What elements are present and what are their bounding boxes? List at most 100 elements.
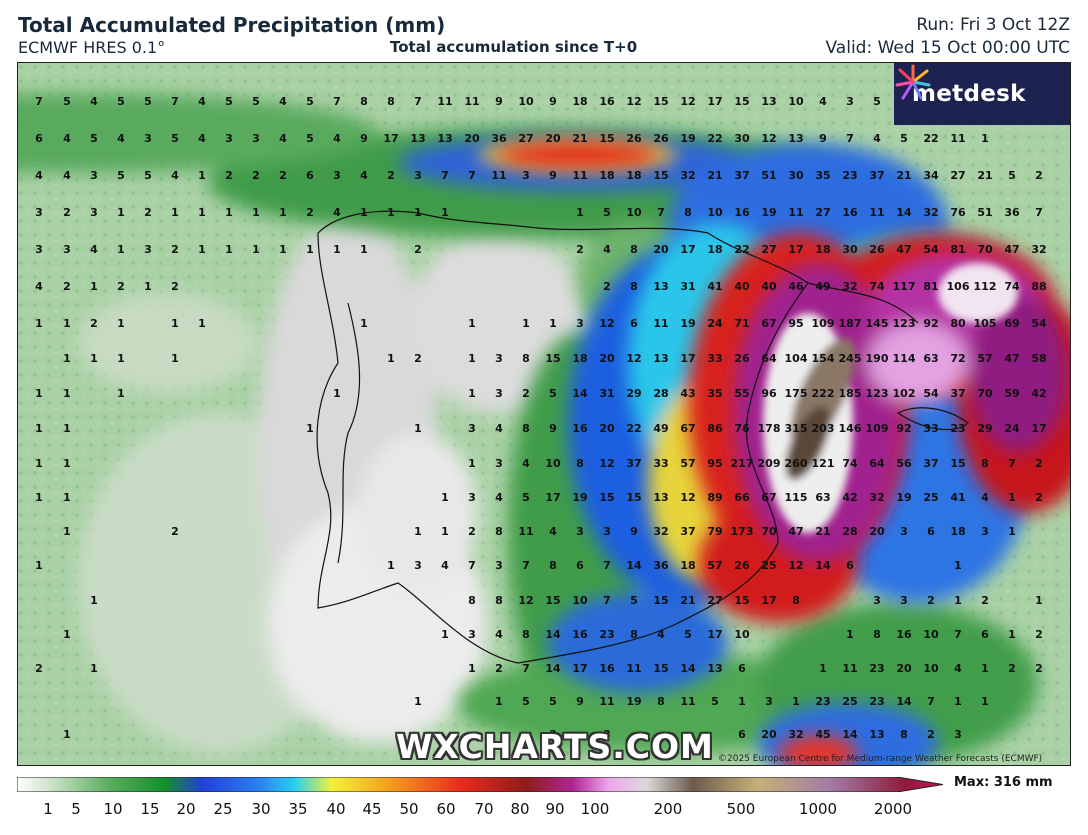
map-value-label: 1 [387, 206, 395, 219]
map-value-label: 7 [35, 95, 43, 108]
map-value-label: 4 [522, 457, 530, 470]
map-value-label: 2 [63, 206, 71, 219]
colorbar-tick-label: 45 [362, 800, 382, 818]
map-value-label: 10 [626, 206, 642, 219]
map-value-label: 18 [572, 95, 587, 108]
map-value-label: 2 [387, 169, 395, 182]
map-value-label: 30 [842, 243, 858, 256]
map-value-label: 25 [761, 559, 776, 572]
map-value-label: 9 [549, 95, 557, 108]
map-value-label: 17 [680, 243, 695, 256]
map-value-label: 13 [653, 280, 668, 293]
map-value-label: 114 [893, 352, 916, 365]
map-value-label: 92 [923, 317, 938, 330]
map-value-label: 1 [63, 422, 71, 435]
map-value-label: 14 [896, 206, 912, 219]
map-value-label: 1 [414, 695, 422, 708]
map-value-label: 5 [873, 95, 881, 108]
map-value-label: 47 [788, 525, 803, 538]
map-value-label: 17 [707, 95, 722, 108]
map-value-label: 3 [333, 169, 341, 182]
map-value-label: 4 [495, 491, 503, 504]
map-value-label: 2 [117, 280, 125, 293]
colorbar-tick-label: 30 [251, 800, 271, 818]
map-value-label: 1 [117, 387, 125, 400]
map-value-label: 32 [842, 280, 857, 293]
map-value-label: 18 [815, 243, 830, 256]
map-value-label: 1 [252, 243, 260, 256]
map-value-label: 1 [819, 662, 827, 675]
map-value-label: 1 [414, 422, 422, 435]
map-value-label: 15 [653, 662, 668, 675]
map-value-label: 3 [144, 243, 152, 256]
map-value-label: 36 [653, 559, 669, 572]
map-value-label: 11 [599, 695, 614, 708]
colorbar-tick-label: 50 [399, 800, 419, 818]
map-value-label: 57 [977, 352, 992, 365]
map-value-label: 1 [63, 457, 71, 470]
map-value-label: 3 [846, 95, 854, 108]
map-value-label: 1 [792, 695, 800, 708]
map-value-label: 222 [812, 387, 835, 400]
metdesk-logo: metdesk [894, 63, 1070, 125]
map-value-label: 1 [414, 525, 422, 538]
map-value-label: 217 [731, 457, 754, 470]
map-value-label: 6 [846, 559, 854, 572]
map-value-label: 20 [464, 132, 480, 145]
map-value-label: 4 [63, 132, 71, 145]
map-value-label: 8 [522, 628, 530, 641]
map-value-label: 28 [653, 387, 668, 400]
map-value-label: 23 [842, 169, 857, 182]
map-value-label: 67 [680, 422, 695, 435]
map-value-label: 7 [927, 695, 935, 708]
colorbar-tick-label: 500 [726, 800, 756, 818]
map-value-label: 1 [171, 352, 179, 365]
map-value-label: 1 [1035, 594, 1043, 607]
map-value-label: 1 [35, 387, 43, 400]
map-value-label: 1 [117, 352, 125, 365]
map-value-label: 1 [225, 243, 233, 256]
map-value-label: 27 [950, 169, 965, 182]
map-value-label: 5 [684, 628, 692, 641]
map-value-label: 106 [947, 280, 970, 293]
map-value-label: 105 [974, 317, 997, 330]
map-value-label: 5 [630, 594, 638, 607]
map-value-label: 1 [90, 594, 98, 607]
map-value-label: 1 [981, 662, 989, 675]
map-value-label: 89 [707, 491, 722, 504]
map-value-label: 15 [653, 169, 668, 182]
map-value-label: 4 [954, 662, 962, 675]
map-value-label: 33 [653, 457, 668, 470]
map-value-label: 12 [599, 317, 614, 330]
map-value-label: 32 [869, 491, 884, 504]
map-value-label: 4 [279, 95, 287, 108]
map-value-label: 8 [630, 280, 638, 293]
map-value-label: 72 [950, 352, 965, 365]
map-value-label: 1 [954, 559, 962, 572]
map-value-label: 4 [333, 206, 341, 219]
map-value-label: 2 [927, 728, 935, 741]
map-value-label: 1 [441, 525, 449, 538]
map-value-label: 2 [1008, 662, 1016, 675]
map-value-label: 4 [981, 491, 989, 504]
map-value-label: 1 [846, 628, 854, 641]
map-value-label: 10 [734, 628, 750, 641]
map-value-label: 18 [626, 169, 641, 182]
map-canvas [18, 63, 1070, 765]
map-value-label: 42 [1031, 387, 1046, 400]
map-value-label: 11 [950, 132, 965, 145]
map-value-label: 20 [653, 243, 669, 256]
map-value-label: 1 [360, 317, 368, 330]
map-value-label: 51 [977, 206, 992, 219]
map-value-label: 1 [171, 206, 179, 219]
map-value-label: 28 [842, 525, 857, 538]
map-value-label: 5 [549, 695, 557, 708]
map-value-label: 4 [549, 525, 557, 538]
map-value-label: 2 [981, 594, 989, 607]
map-value-label: 4 [90, 95, 98, 108]
map-value-label: 1 [981, 695, 989, 708]
run-label: Run: Fri 3 Oct 12Z [916, 15, 1070, 35]
map-value-label: 115 [785, 491, 808, 504]
map-value-label: 18 [572, 352, 587, 365]
map-value-label: 13 [707, 662, 722, 675]
